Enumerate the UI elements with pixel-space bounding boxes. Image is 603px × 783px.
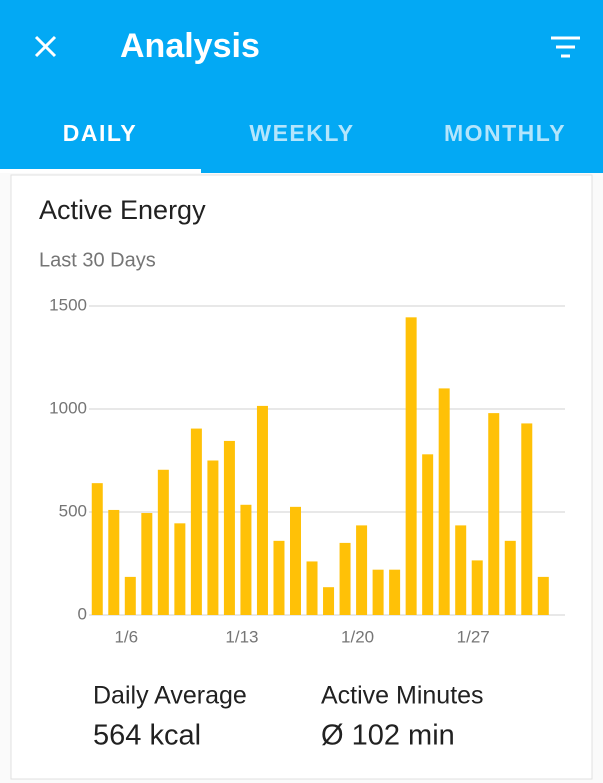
bar bbox=[389, 569, 401, 615]
tab[interactable]: MONTHLY bbox=[444, 120, 566, 146]
bar bbox=[157, 469, 169, 615]
x-tick-label: 1/27 bbox=[457, 627, 490, 646]
bar bbox=[306, 561, 318, 615]
x-tick-label: 1/6 bbox=[114, 627, 138, 646]
bar bbox=[124, 576, 136, 615]
bar bbox=[372, 569, 384, 615]
tab[interactable]: WEEKLY bbox=[249, 120, 354, 146]
bar bbox=[455, 525, 467, 615]
stat-value: Ø 102 min bbox=[321, 720, 455, 752]
bar bbox=[190, 428, 202, 615]
x-tick-label: 1/20 bbox=[341, 627, 374, 646]
bar bbox=[422, 454, 434, 615]
stat-value: 564 kcal bbox=[93, 720, 201, 752]
bar bbox=[537, 576, 549, 615]
bar bbox=[471, 560, 483, 615]
bar bbox=[438, 388, 450, 615]
bar bbox=[256, 405, 268, 615]
y-tick-label: 0 bbox=[78, 604, 87, 623]
chart: 0 500 1000 1500 1/6 1/13 1/20 1/27 bbox=[49, 295, 565, 646]
app-bar bbox=[0, 0, 603, 173]
bar bbox=[273, 540, 285, 615]
app-title: Analysis bbox=[120, 27, 260, 65]
tab-indicator bbox=[0, 169, 201, 173]
bar bbox=[521, 423, 533, 615]
bar bbox=[223, 440, 235, 615]
bar bbox=[207, 460, 219, 615]
bar bbox=[504, 540, 516, 615]
bar bbox=[405, 317, 417, 615]
y-tick-label: 1500 bbox=[49, 295, 87, 314]
tab[interactable]: DAILY bbox=[63, 120, 137, 146]
y-tick-label: 500 bbox=[59, 501, 87, 520]
chart-subtitle: Last 30 Days bbox=[39, 249, 156, 271]
bar bbox=[174, 523, 186, 615]
bar bbox=[356, 525, 368, 615]
stat-label: Active Minutes bbox=[321, 682, 484, 710]
filter-icon[interactable] bbox=[551, 36, 580, 58]
bar bbox=[91, 483, 103, 615]
bar bbox=[290, 506, 301, 615]
bar bbox=[323, 587, 335, 615]
bar bbox=[141, 513, 153, 615]
bar bbox=[339, 542, 351, 615]
x-tick-label: 1/13 bbox=[225, 627, 258, 646]
close-icon[interactable] bbox=[34, 35, 57, 58]
bar bbox=[488, 413, 500, 615]
stat-label: Daily Average bbox=[93, 682, 247, 710]
bar bbox=[108, 509, 120, 615]
chart-title: Active Energy bbox=[39, 195, 206, 225]
y-tick-label: 1000 bbox=[49, 398, 87, 417]
bar bbox=[240, 504, 252, 615]
